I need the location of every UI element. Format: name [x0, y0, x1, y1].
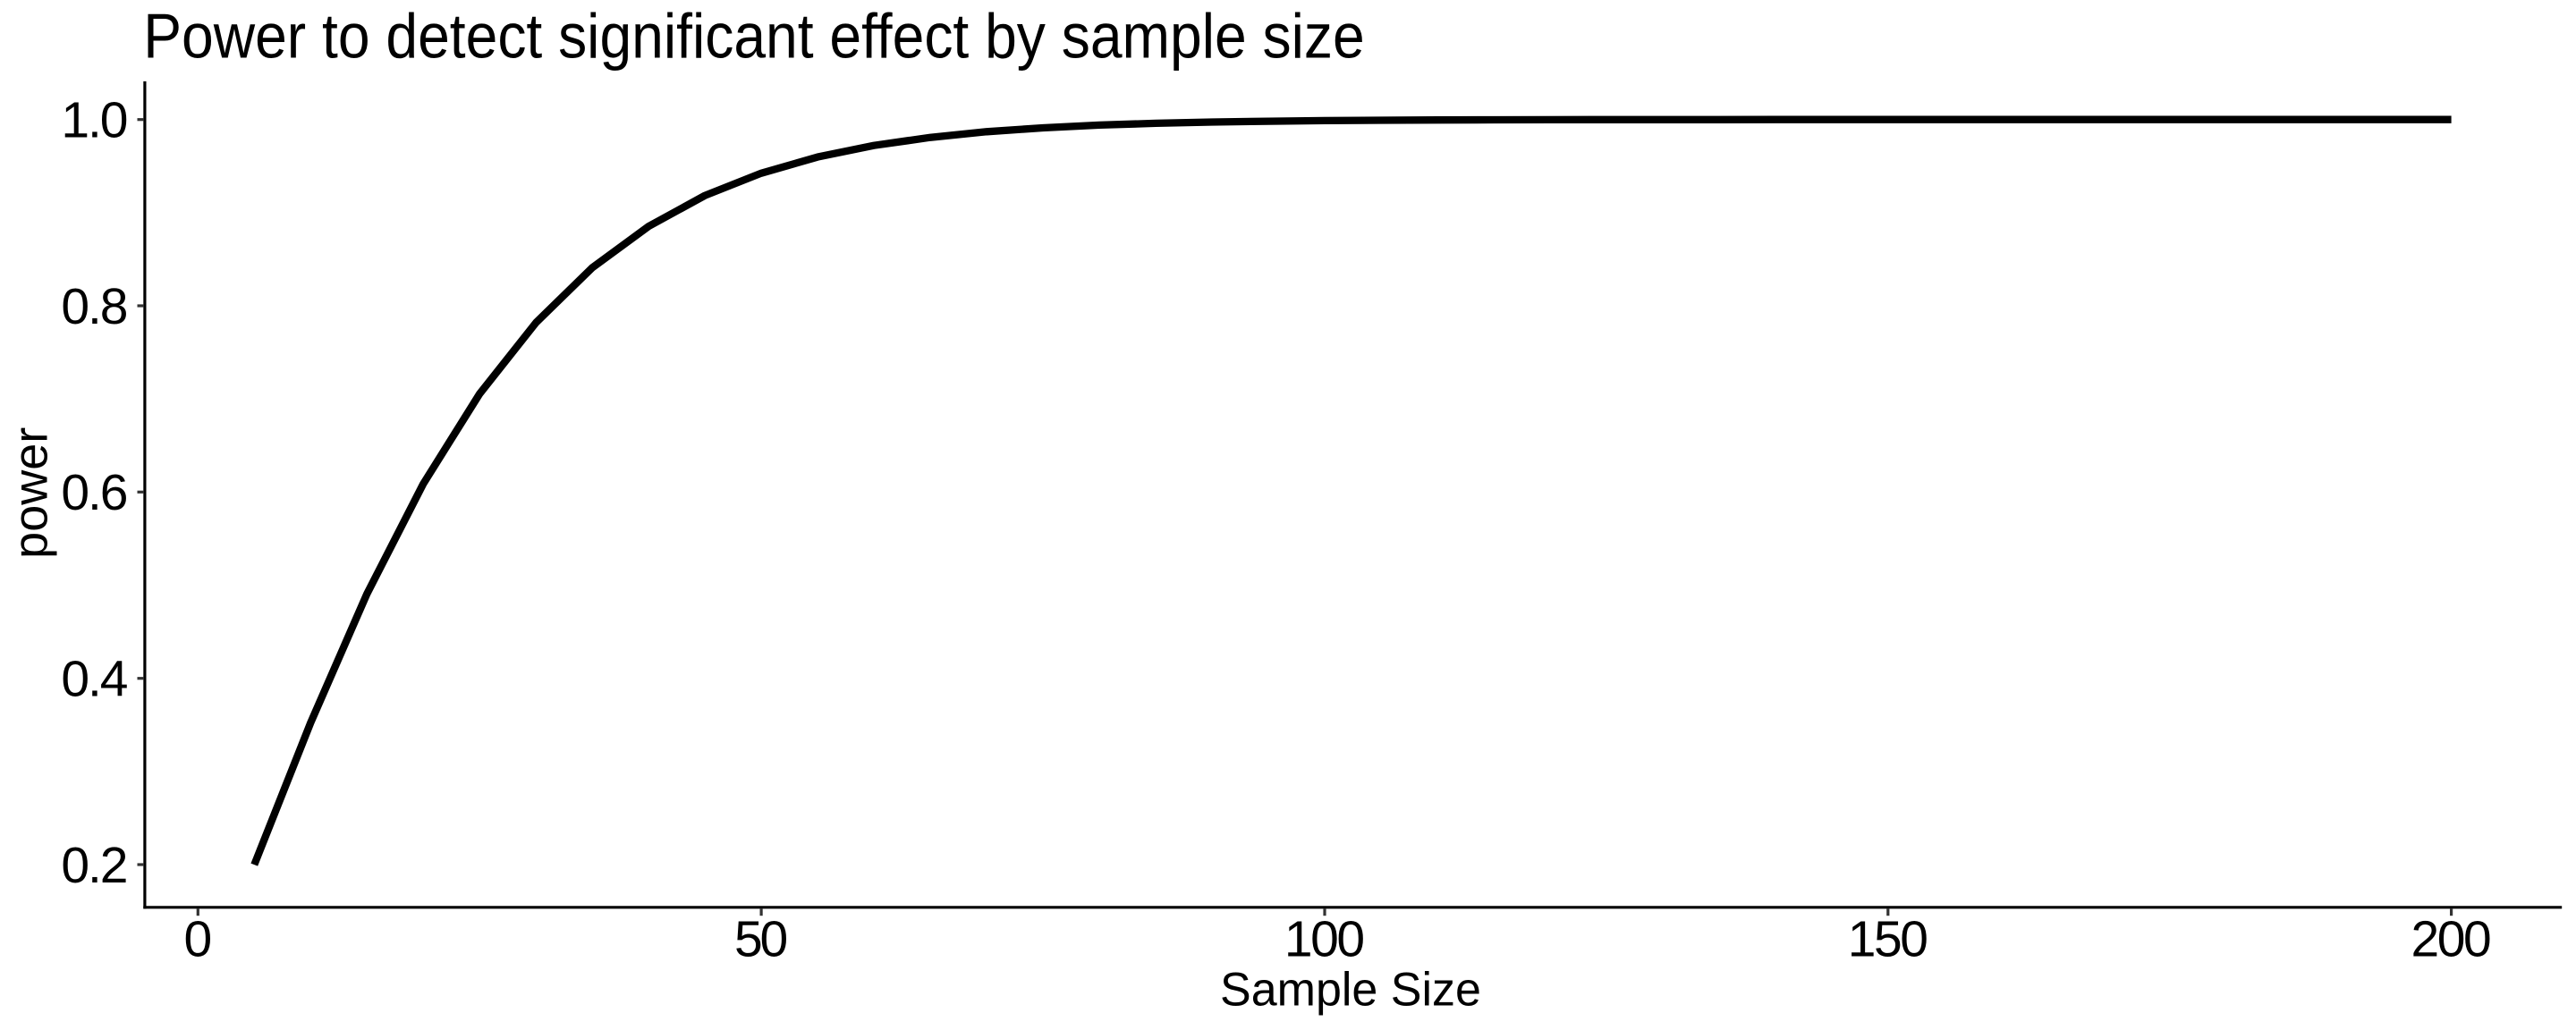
svg-text:200: 200 [2411, 911, 2492, 968]
svg-text:0: 0 [183, 911, 212, 968]
svg-text:100: 100 [1284, 911, 1365, 968]
svg-text:Sample Size: Sample Size [1220, 963, 1481, 1016]
svg-text:0.6: 0.6 [61, 464, 128, 521]
svg-text:150: 150 [1848, 911, 1928, 968]
svg-text:50: 50 [734, 911, 788, 968]
svg-text:1.0: 1.0 [61, 92, 128, 149]
svg-text:0.8: 0.8 [61, 278, 128, 335]
svg-text:power: power [4, 427, 58, 559]
svg-text:0.4: 0.4 [61, 651, 128, 708]
svg-text:Power to detect significant ef: Power to detect significant effect by sa… [143, 0, 1365, 71]
svg-text:0.2: 0.2 [61, 837, 128, 894]
